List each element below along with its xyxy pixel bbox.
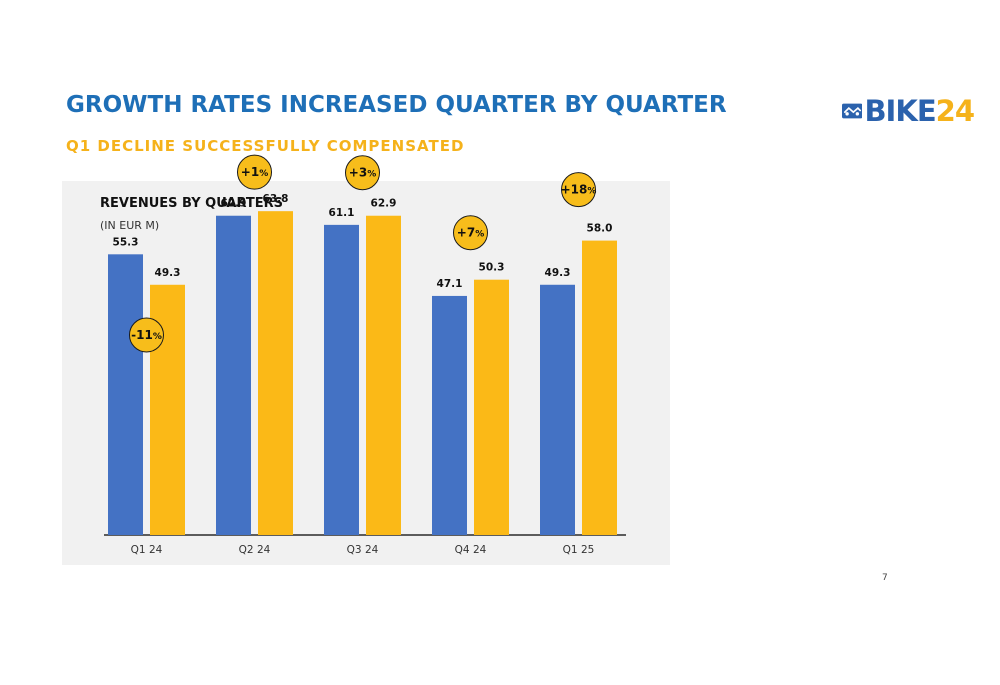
bar-value-label: 62.9 xyxy=(221,198,247,210)
growth-badge xyxy=(453,215,488,251)
growth-badge xyxy=(237,154,272,190)
bar xyxy=(366,215,401,535)
chart-title: REVENUES BY QUARTERS xyxy=(100,196,283,211)
bar xyxy=(540,284,575,535)
growth-rate-unit: % xyxy=(475,230,484,240)
growth-rate-value: +7 xyxy=(457,226,475,240)
growth-badge xyxy=(561,172,596,208)
growth-rate-label: -11% xyxy=(131,328,162,342)
bar-value-label: 49.3 xyxy=(155,267,181,279)
bar xyxy=(324,224,359,535)
x-tick-label: Q1 25 xyxy=(563,544,595,556)
growth-rate-value: -11 xyxy=(131,328,153,342)
growth-rate-unit: % xyxy=(259,169,268,179)
growth-rate-value: +18 xyxy=(561,183,588,197)
bar-value-label: 61.1 xyxy=(329,207,355,219)
growth-rate-value: +1 xyxy=(241,165,259,179)
page-subtitle: Q1 DECLINE SUCCESSFULLY COMPENSATED xyxy=(66,137,465,155)
bar-value-label: 63.8 xyxy=(263,193,289,205)
logo-wordmark: BIKE24 xyxy=(864,94,975,128)
growth-rate-unit: % xyxy=(153,332,162,342)
logo-text-bike: BIKE xyxy=(864,94,936,128)
bar xyxy=(474,279,509,535)
bar-value-label: 55.3 xyxy=(113,236,139,248)
bar-value-label: 50.3 xyxy=(479,262,505,274)
bar-value-label: 58.0 xyxy=(587,223,613,235)
bar xyxy=(582,240,617,535)
chart-unit-label: (IN EUR M) xyxy=(100,219,160,232)
bar xyxy=(216,215,251,535)
growth-rate-unit: % xyxy=(367,170,376,180)
bike24-logo-icon xyxy=(842,103,863,119)
growth-badge xyxy=(345,155,380,191)
growth-badge xyxy=(129,317,164,353)
bar xyxy=(258,211,293,535)
growth-rate-value: +3 xyxy=(349,166,367,180)
bar xyxy=(108,254,143,535)
x-tick-label: Q2 24 xyxy=(239,544,271,556)
growth-rate-label: +18% xyxy=(561,183,597,197)
growth-rate-unit: % xyxy=(587,187,596,197)
growth-rate-label: +7% xyxy=(457,226,484,240)
x-tick-label: Q4 24 xyxy=(455,544,487,556)
bar-value-label: 47.1 xyxy=(437,278,463,290)
x-tick-label: Q1 24 xyxy=(131,544,163,556)
bar xyxy=(432,295,467,535)
page-number: 7 xyxy=(882,573,888,583)
logo-text-number: 24 xyxy=(935,94,975,128)
x-tick-label: Q3 24 xyxy=(347,544,379,556)
growth-rate-label: +3% xyxy=(349,166,376,180)
bar-value-label: 49.3 xyxy=(545,267,571,279)
bike24-logo: BIKE24 xyxy=(842,94,975,128)
bar-value-label: 62.9 xyxy=(371,198,397,210)
page-title: GROWTH RATES INCREASED QUARTER BY QUARTE… xyxy=(66,92,727,118)
growth-rate-label: +1% xyxy=(241,165,268,179)
